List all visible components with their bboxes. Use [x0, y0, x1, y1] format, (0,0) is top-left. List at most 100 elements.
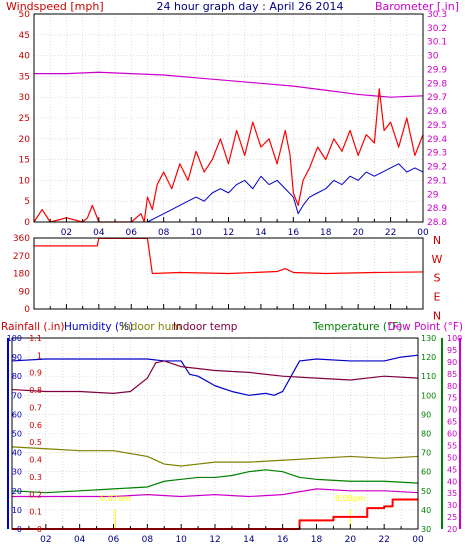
dewpoint-tick-label: 50: [447, 453, 457, 462]
temperature-tick-label: 120: [421, 353, 436, 362]
x-tick-label: 12: [209, 535, 220, 545]
dew-point-line: [12, 488, 419, 498]
barometer-tick-label: 29.9: [427, 65, 447, 75]
indoor-hum-line: [11, 446, 419, 467]
dewpoint-tick-label: 25: [447, 513, 457, 522]
rain-tick-label: 0.1: [29, 508, 42, 517]
humidity-tick-label: 30: [12, 468, 22, 477]
windspeed-tick-label: 20: [19, 135, 31, 145]
x-tick-label: 18: [311, 535, 323, 545]
temperature-tick-label: 130: [421, 334, 436, 343]
sunset-marker-label: 8:00pm: [335, 494, 366, 503]
gridlines: [12, 14, 423, 529]
dewpoint-tick-label: 35: [447, 489, 457, 498]
humidity-tick-label: 40: [12, 449, 22, 458]
windspeed-tick-label: 40: [19, 52, 31, 62]
barometer-tick-label: 29.7: [427, 93, 447, 103]
wind-average-line: [147, 163, 424, 223]
dewpoint-tick-label: 30: [447, 501, 457, 510]
compass-label: W: [432, 253, 443, 266]
panel-frames: [7, 13, 461, 530]
x-tick-label: 20: [345, 535, 357, 545]
x-tick-label: 22: [385, 228, 396, 238]
barometer-tick-label: 29.4: [427, 135, 447, 145]
windspeed-tick-label: 35: [19, 72, 30, 82]
barometer-axis-label: Barometer [.in]: [375, 0, 459, 13]
barometer-tick-label: 29.8: [427, 79, 447, 89]
rain-tick-label: 0.9: [29, 369, 42, 378]
barometer-tick-label: 28.8: [427, 218, 447, 228]
x-tick-label: 14: [255, 228, 267, 238]
compass-label: S: [434, 272, 441, 285]
compass-label: E: [434, 291, 441, 304]
barometer-tick-label: 30.3: [427, 10, 447, 20]
temperature-tick-label: 70: [421, 449, 431, 458]
windspeed-tick-label: 30: [19, 93, 31, 103]
rain-tick-label: 0.6: [29, 421, 42, 430]
direction-tick-label: 270: [13, 252, 30, 262]
barometer-tick-label: 29.2: [427, 163, 447, 173]
humidity-line: [11, 354, 419, 396]
dewpoint-tick-label: 100: [447, 334, 462, 343]
dewpoint-tick-label: 40: [447, 477, 457, 486]
direction-tick-label: 0: [24, 305, 30, 315]
x-tick-label: 00: [412, 535, 424, 545]
windspeed-tick-label: 10: [19, 176, 31, 186]
rain-tick-label: 1: [37, 351, 42, 360]
barometer-tick-label: 29.6: [427, 107, 447, 117]
windspeed-tick-label: 5: [24, 197, 30, 207]
dewpoint-tick-label: 65: [447, 418, 457, 427]
humidity-tick-label: 60: [12, 410, 22, 419]
barometer-tick-label: 28.9: [427, 204, 447, 214]
windspeed-tick-label: 45: [19, 31, 30, 41]
x-tick-label: 12: [223, 228, 234, 238]
x-tick-label: 22: [378, 535, 389, 545]
x-tick-label: 02: [40, 535, 51, 545]
dewpoint-tick-label: 45: [447, 465, 457, 474]
humidity-tick-label: 10: [12, 506, 22, 515]
dewpoint-tick-label: 90: [447, 358, 457, 367]
temperature-tick-label: 90: [421, 410, 431, 419]
windspeed-axis-label: Windspeed [mph]: [6, 0, 104, 13]
temperature-tick-label: 110: [421, 372, 436, 381]
dewpoint-tick-label: 20: [447, 525, 457, 534]
x-tick-label: 18: [320, 228, 332, 238]
x-tick-label: 08: [158, 228, 170, 238]
chart-title: 24 hour graph day : April 26 2014: [157, 0, 344, 13]
barometer-tick-label: 29.5: [427, 121, 447, 131]
x-tick-label: 02: [61, 228, 72, 238]
barometer-tick-label: 29.1: [427, 176, 447, 186]
barometer-tick-label: 30: [427, 52, 439, 62]
compass-label: N: [433, 234, 441, 247]
temperature-axis-label: Temperature (°F): [312, 321, 402, 333]
barometer-tick-label: 29.3: [427, 149, 447, 159]
temperature-tick-label: 100: [421, 391, 436, 400]
rain-tick-label: 0: [37, 525, 42, 534]
x-tick-label: 16: [277, 535, 289, 545]
dewpoint-tick-label: 55: [447, 441, 457, 450]
x-tick-label: 14: [243, 535, 255, 545]
humidity-axis-label: Humidity (%): [64, 321, 133, 333]
x-tick-label: 06: [126, 228, 138, 238]
humidity-tick-label: 100: [7, 334, 22, 343]
rain-tick-label: 0.8: [29, 386, 42, 395]
dewpoint-tick-label: 70: [447, 406, 457, 415]
humidity-tick-label: 90: [12, 353, 22, 362]
series-lines: [11, 71, 424, 530]
dewpoint-axis-bar: [459, 338, 461, 529]
barometer-line: [34, 71, 424, 98]
direction-tick-label: 180: [13, 270, 30, 280]
windspeed-tick-label: 15: [19, 156, 30, 166]
x-tick-label: 08: [142, 535, 154, 545]
indoor-temp-axis-label: Indoor temp: [173, 321, 238, 333]
x-tick-label: 16: [288, 228, 300, 238]
x-tick-label: 06: [108, 535, 120, 545]
temperature-line: [11, 469, 419, 494]
barometer-tick-label: 29: [427, 190, 439, 200]
humidity-tick-label: 50: [12, 430, 22, 439]
humidity-tick-label: 0: [17, 525, 22, 534]
dewpoint-tick-label: 95: [447, 346, 457, 355]
rain-tick-label: 0.2: [29, 490, 42, 499]
